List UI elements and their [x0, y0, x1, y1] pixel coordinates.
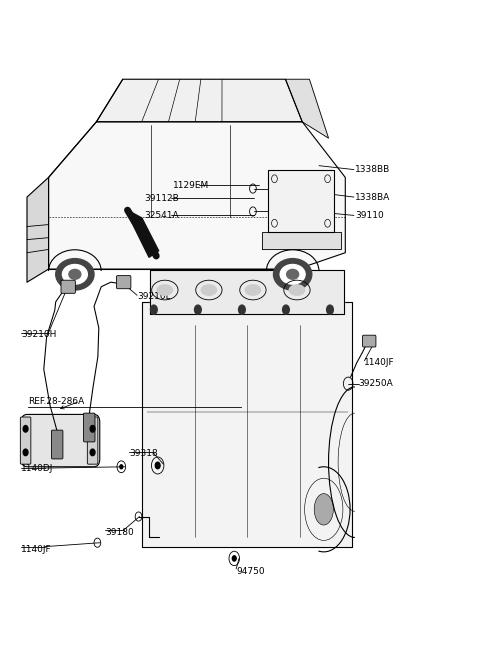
Polygon shape: [151, 270, 344, 314]
Ellipse shape: [288, 284, 305, 296]
Ellipse shape: [201, 284, 217, 296]
Circle shape: [23, 426, 28, 432]
Circle shape: [23, 449, 28, 456]
Text: 1338BA: 1338BA: [355, 193, 390, 201]
Ellipse shape: [244, 284, 261, 296]
FancyBboxPatch shape: [152, 128, 228, 167]
Polygon shape: [48, 122, 345, 269]
Text: 1140JF: 1140JF: [21, 544, 51, 554]
Text: 1140JF: 1140JF: [364, 358, 395, 367]
Polygon shape: [125, 209, 158, 257]
Text: 39112B: 39112B: [144, 194, 179, 203]
Circle shape: [283, 305, 289, 314]
Polygon shape: [27, 177, 48, 282]
Ellipse shape: [287, 270, 299, 279]
Ellipse shape: [280, 264, 305, 284]
Text: 39250A: 39250A: [359, 379, 394, 388]
FancyBboxPatch shape: [51, 430, 63, 459]
Text: 39210L: 39210L: [137, 292, 171, 301]
Text: 32541A: 32541A: [144, 211, 179, 220]
Ellipse shape: [56, 258, 94, 290]
Text: REF.28-286A: REF.28-286A: [28, 397, 84, 406]
Ellipse shape: [274, 258, 312, 290]
Ellipse shape: [156, 284, 173, 296]
Text: 1338BB: 1338BB: [355, 165, 390, 174]
FancyBboxPatch shape: [97, 128, 149, 167]
Circle shape: [194, 305, 201, 314]
Text: 39110: 39110: [355, 211, 384, 220]
Circle shape: [232, 556, 236, 561]
Text: 39210H: 39210H: [21, 330, 56, 339]
Circle shape: [326, 305, 333, 314]
Circle shape: [239, 305, 245, 314]
FancyBboxPatch shape: [268, 171, 334, 232]
FancyBboxPatch shape: [20, 417, 31, 464]
Text: 1140DJ: 1140DJ: [21, 464, 53, 473]
Polygon shape: [286, 79, 328, 138]
Circle shape: [120, 465, 123, 469]
FancyBboxPatch shape: [117, 276, 131, 289]
Text: 94750: 94750: [236, 567, 265, 576]
FancyBboxPatch shape: [61, 280, 75, 293]
Ellipse shape: [62, 264, 87, 284]
Circle shape: [90, 426, 95, 432]
Circle shape: [90, 449, 95, 456]
FancyBboxPatch shape: [87, 417, 98, 464]
FancyBboxPatch shape: [362, 335, 376, 347]
Polygon shape: [262, 232, 340, 249]
Ellipse shape: [69, 270, 81, 279]
Text: 39318: 39318: [129, 449, 158, 458]
FancyBboxPatch shape: [231, 128, 300, 167]
Text: 39180: 39180: [105, 527, 134, 537]
Ellipse shape: [314, 493, 333, 525]
Polygon shape: [96, 79, 302, 122]
FancyBboxPatch shape: [84, 413, 95, 442]
Text: 1129EM: 1129EM: [173, 181, 209, 190]
Polygon shape: [142, 302, 352, 547]
Circle shape: [151, 305, 157, 314]
FancyBboxPatch shape: [21, 415, 100, 467]
Circle shape: [156, 462, 160, 469]
